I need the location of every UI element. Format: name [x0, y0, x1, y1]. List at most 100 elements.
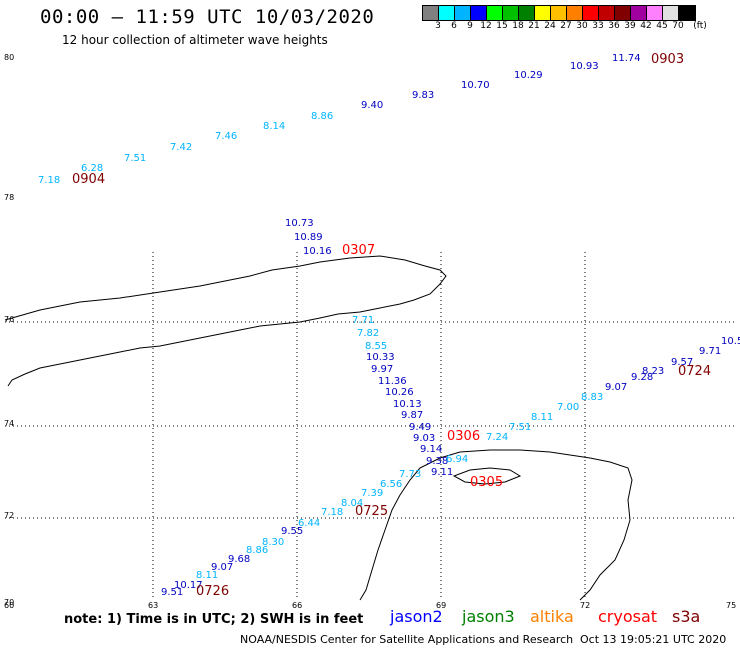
legend-swatch	[471, 6, 487, 20]
wave-height-value: 7.51	[124, 153, 146, 164]
credit-text: NOAA/NESDIS Center for Satellite Applica…	[240, 633, 574, 646]
wave-height-value: 8.11	[196, 570, 218, 581]
legend-label: 18	[512, 21, 524, 31]
track-time-label: 0305	[470, 475, 503, 490]
legend-swatch	[647, 6, 663, 20]
map-title: 00:00 – 11:59 UTC 10/03/2020	[40, 6, 375, 28]
longitude-label: 60	[4, 601, 14, 610]
wave-height-value: 8.04	[341, 498, 363, 509]
wave-height-value: 10.33	[366, 352, 395, 363]
wave-height-value: 9.83	[412, 90, 434, 101]
wave-height-value: 7.51	[509, 422, 531, 433]
wave-height-value: 11.36	[378, 376, 407, 387]
wave-height-value: 6.44	[298, 518, 320, 529]
longitude-label: 75	[726, 601, 736, 610]
legend-swatch	[423, 6, 439, 20]
longitude-label: 72	[580, 601, 590, 610]
color-scale-legend	[422, 5, 696, 21]
legend-swatch	[551, 6, 567, 20]
lat-lon-grid	[5, 252, 735, 600]
wave-height-value: 9.07	[605, 382, 627, 393]
longitude-label: 69	[436, 601, 446, 610]
satellite-legend-jason3: jason3	[462, 607, 515, 626]
wave-height-value: 9.87	[401, 410, 423, 421]
wave-height-value: 7.42	[170, 142, 192, 153]
wave-height-value: 7.73	[399, 469, 421, 480]
legend-unit: (ft)	[693, 21, 707, 31]
wave-height-value: 6.94	[446, 454, 468, 465]
wave-height-value: 10.17	[174, 580, 203, 591]
wave-height-value: 7.46	[215, 131, 237, 142]
generated-timestamp: Oct 13 19:05:21 UTC 2020	[580, 633, 727, 646]
track-time-label: 0904	[72, 172, 105, 187]
wave-height-value: 9.28	[631, 372, 653, 383]
legend-label: 24	[544, 21, 556, 31]
track-time-label: 0726	[196, 584, 229, 599]
baffin-island-coast	[359, 449, 633, 601]
map-subtitle: 12 hour collection of altimeter wave hei…	[62, 33, 328, 47]
satellite-legend-s3a: s3a	[672, 607, 701, 626]
wave-height-value: 10.29	[514, 70, 543, 81]
track-time-label: 0306	[447, 429, 480, 444]
wave-height-value: 8.11	[531, 412, 553, 423]
wave-height-value: 8.55	[365, 341, 387, 352]
wave-height-value: 7.82	[357, 328, 379, 339]
legend-swatch	[519, 6, 535, 20]
legend-label: 9	[467, 21, 473, 31]
wave-height-value: 10.26	[385, 387, 414, 398]
legend-label: 3	[435, 21, 441, 31]
footer-note: note: 1) Time is in UTC; 2) SWH is in fe…	[64, 612, 364, 627]
wave-height-value: 6.56	[380, 479, 402, 490]
wave-height-value: 9.97	[371, 364, 393, 375]
wave-height-value: 8.30	[262, 537, 284, 548]
legend-swatch	[439, 6, 455, 20]
wave-height-value: 10.73	[285, 218, 314, 229]
track-labels: 7.18 6.28 7.51 7.42 7.46 8.14 8.86 9.40 9.83 10.7…	[38, 52, 740, 599]
legend-label: 45	[656, 21, 668, 31]
wave-height-value: 8.83	[581, 392, 603, 403]
wave-height-value: 7.18	[321, 507, 343, 518]
legend-swatch	[503, 6, 519, 20]
satellite-legend-cryosat: cryosat	[598, 607, 658, 626]
legend-swatch	[583, 6, 599, 20]
color-scale-labels: 3 6 9 12 15 18 21 24 27 30 33 36 39 42 45 70 (ft)	[422, 21, 740, 33]
legend-label: 27	[560, 21, 572, 31]
legend-label: 15	[496, 21, 508, 31]
legend-label: 36	[608, 21, 620, 31]
latitude-label: 72	[4, 511, 14, 520]
wave-height-value: 8.86	[311, 111, 333, 122]
wave-height-value: 7.00	[557, 402, 579, 413]
wave-height-value: 10.16	[303, 246, 332, 257]
wave-height-value: 9.11	[431, 467, 453, 478]
wave-height-value: 9.03	[413, 433, 435, 444]
track-time-label: 0724	[678, 364, 711, 379]
legend-swatch	[615, 6, 631, 20]
wave-height-value: 9.07	[211, 562, 233, 573]
wave-height-value: 9.55	[281, 526, 303, 537]
legend-label: 30	[576, 21, 588, 31]
wave-height-value: 10.13	[393, 399, 422, 410]
legend-swatch	[679, 6, 695, 20]
wave-height-value: 7.18	[38, 175, 60, 186]
greenland-coast	[4, 255, 447, 387]
wave-height-value: 10.89	[294, 232, 323, 243]
wave-height-value: 8.14	[263, 121, 285, 132]
legend-swatch	[663, 6, 679, 20]
wave-height-value: 10.70	[461, 80, 490, 91]
legend-swatch	[535, 6, 551, 20]
satellite-legend-altika: altika	[530, 607, 574, 626]
legend-swatch	[631, 6, 647, 20]
legend-label: 12	[480, 21, 492, 31]
wave-height-value: 9.71	[699, 346, 721, 357]
latitude-label: 80	[4, 53, 14, 62]
wave-height-value: 7.71	[352, 315, 374, 326]
wave-height-value: 7.24	[486, 432, 508, 443]
legend-swatch	[567, 6, 583, 20]
legend-label: 39	[624, 21, 636, 31]
island-coast	[452, 467, 522, 485]
longitude-label: 66	[292, 601, 302, 610]
legend-label: 21	[528, 21, 540, 31]
track-time-label: 0725	[355, 504, 388, 519]
satellite-legend-jason2: jason2	[390, 607, 443, 626]
